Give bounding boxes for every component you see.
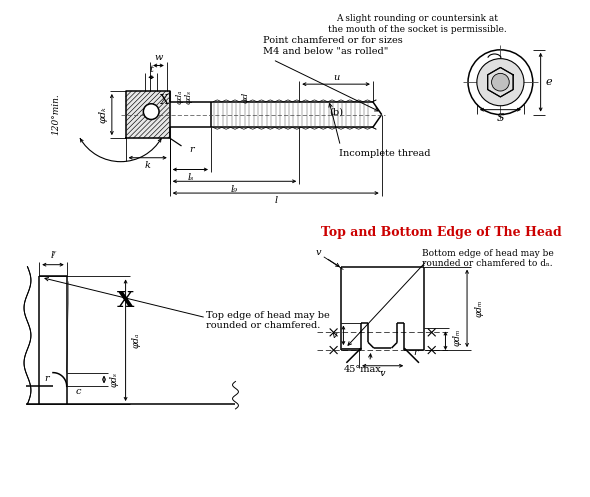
Text: φdₐ: φdₐ [132, 332, 141, 348]
Text: lₛ: lₛ [187, 173, 194, 182]
Text: φdₛ: φdₛ [185, 90, 192, 104]
Circle shape [477, 59, 524, 106]
Text: A slight rounding or countersink at
the mouth of the socket is permissible.: A slight rounding or countersink at the … [327, 14, 506, 34]
Text: r: r [45, 374, 50, 383]
Text: X: X [159, 94, 168, 107]
Text: l: l [274, 196, 277, 205]
Text: φdₐ: φdₐ [176, 90, 183, 104]
Text: v: v [380, 369, 385, 378]
Text: φdₛ: φdₛ [109, 372, 119, 387]
Text: w: w [154, 53, 163, 62]
Text: Bottom edge of head may be
rounded or chamfered to dₙ.: Bottom edge of head may be rounded or ch… [422, 249, 553, 268]
Text: r: r [189, 146, 194, 155]
Circle shape [468, 50, 533, 115]
Text: φdₘ: φdₘ [474, 300, 483, 317]
Text: φdₘ: φdₘ [453, 329, 462, 346]
Text: Top edge of head may be
rounded or chamfered.: Top edge of head may be rounded or chamf… [206, 311, 330, 331]
Polygon shape [126, 91, 170, 138]
Text: t: t [149, 65, 153, 74]
Text: S: S [497, 113, 504, 123]
Text: φd: φd [241, 91, 250, 102]
Text: l₉: l₉ [231, 185, 238, 194]
Circle shape [491, 74, 509, 91]
Text: X: X [117, 290, 135, 312]
Text: k: k [145, 161, 150, 170]
Text: Top and Bottom Edge of The Head: Top and Bottom Edge of The Head [321, 226, 562, 239]
Text: u: u [333, 73, 339, 82]
Text: φdₖ: φdₖ [99, 106, 107, 123]
Text: Point chamfered or for sizes
M4 and below "as rolled": Point chamfered or for sizes M4 and belo… [263, 36, 403, 56]
Text: 120°min.: 120°min. [51, 94, 60, 136]
Text: r: r [414, 347, 418, 356]
Text: c: c [76, 387, 81, 396]
Text: v: v [332, 331, 337, 340]
Text: 45°max.: 45°max. [343, 365, 385, 374]
Text: e: e [545, 77, 552, 87]
Circle shape [491, 74, 509, 91]
Circle shape [143, 104, 159, 119]
Text: v: v [315, 248, 320, 257]
Text: lᶠ: lᶠ [50, 251, 55, 260]
Text: (b): (b) [329, 107, 343, 116]
Text: Incomplete thread: Incomplete thread [339, 149, 430, 159]
